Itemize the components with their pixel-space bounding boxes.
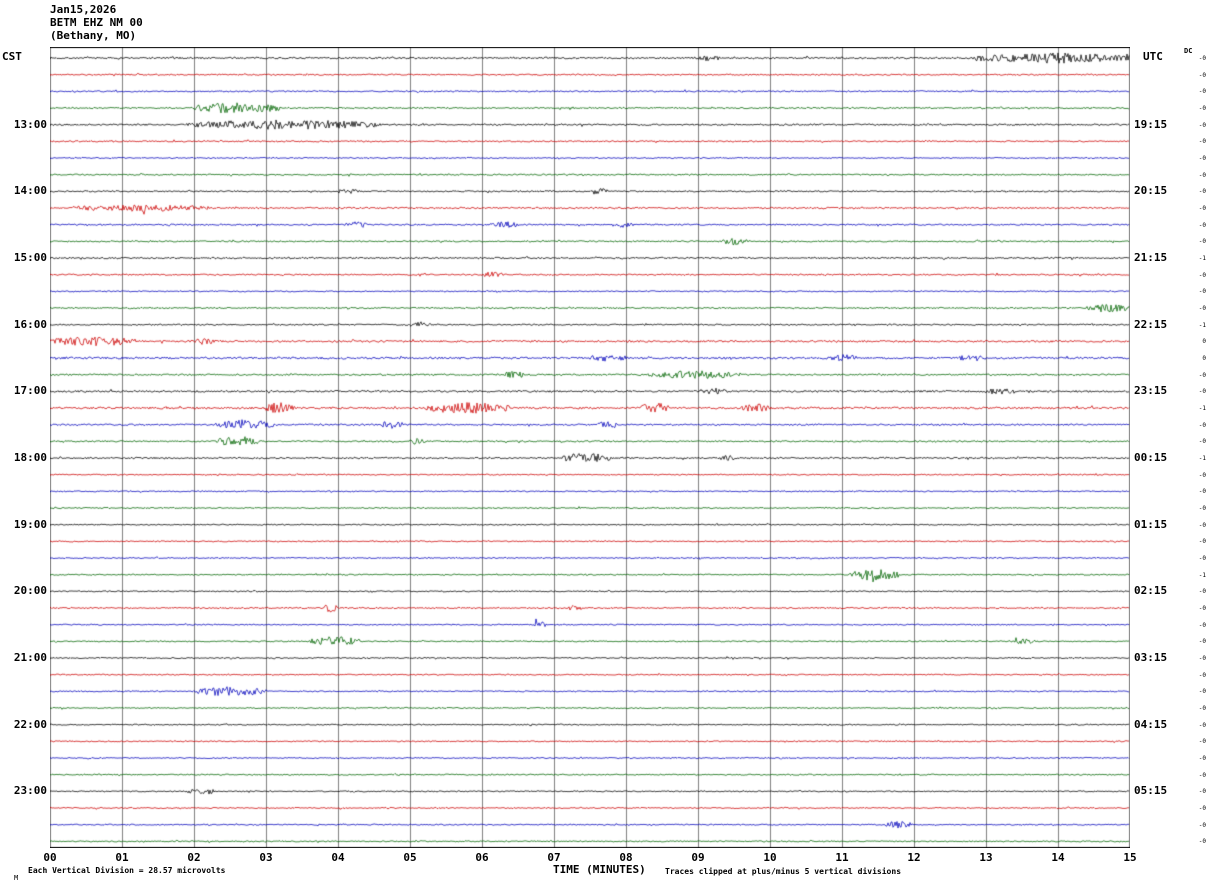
left-hour-label: 17:00 xyxy=(13,384,47,398)
right-hour-label: 21:15 xyxy=(1134,251,1168,264)
x-tick-label: 10 xyxy=(763,851,777,864)
dc-offset-value: 0 xyxy=(1202,338,1206,346)
x-tick-label: 11 xyxy=(835,851,849,864)
left-hour-label: 22:00 xyxy=(13,717,47,731)
x-tick-label: 04 xyxy=(331,851,345,864)
x-tick-label: 02 xyxy=(187,851,201,864)
dc-offset-value: -1 xyxy=(1198,571,1206,579)
header-location: (Bethany, MO) xyxy=(50,29,137,42)
dc-offset-value: -0 xyxy=(1198,505,1206,512)
dc-offset-value: -0 xyxy=(1198,521,1206,529)
helicorder-canvas xyxy=(50,47,1130,848)
dc-offset-value: -0 xyxy=(1198,371,1206,379)
dc-offset-value: -1 xyxy=(1198,321,1206,329)
x-tick-label: 13 xyxy=(979,851,993,864)
right-hour-label: 04:15 xyxy=(1134,717,1168,731)
dc-offset-value: -0 xyxy=(1198,621,1206,629)
right-hour-label: 19:15 xyxy=(1134,117,1168,131)
dc-offset-column-label: DC xyxy=(1184,47,1193,55)
left-timezone-label: CST xyxy=(2,50,22,63)
dc-offset-value: -0 xyxy=(1198,738,1206,746)
dc-offset-value: -0 xyxy=(1198,205,1206,212)
clipping-note: Traces clipped at plus/minus 5 vertical … xyxy=(665,867,902,876)
dc-offset-value: -0 xyxy=(1198,638,1206,646)
dc-offset-value: -0 xyxy=(1198,288,1206,296)
dc-offset-value: -0 xyxy=(1198,821,1206,829)
dc-offset-value: -0 xyxy=(1198,155,1206,162)
x-axis-title: TIME (MINUTES) xyxy=(553,863,646,876)
right-hour-label: 03:15 xyxy=(1134,651,1168,664)
x-tick-label: 12 xyxy=(907,851,921,864)
dc-offset-value: -0 xyxy=(1198,605,1206,612)
dc-offset-value: -0 xyxy=(1198,55,1206,62)
dc-offset-value: -0 xyxy=(1198,655,1206,662)
x-tick-label: 05 xyxy=(403,851,417,864)
dc-offset-value: -0 xyxy=(1198,121,1206,129)
dc-offset-value: -0 xyxy=(1198,105,1206,112)
left-hour-label: 23:00 xyxy=(13,784,47,798)
dc-offset-value: 0 xyxy=(1202,355,1206,362)
dc-offset-value: -0 xyxy=(1198,171,1206,179)
dc-offset-value: -0 xyxy=(1198,838,1206,846)
dc-offset-value: -0 xyxy=(1198,805,1206,812)
x-tick-label: 03 xyxy=(259,851,273,864)
right-hour-label: 22:15 xyxy=(1134,317,1168,331)
dc-offset-value: -0 xyxy=(1198,555,1206,562)
header-date: Jan15,2026 xyxy=(50,3,117,16)
dc-offset-value: -0 xyxy=(1198,721,1206,729)
dc-offset-value: -1 xyxy=(1198,455,1206,462)
dc-offset-value: -0 xyxy=(1198,238,1206,246)
right-hour-label: 00:15 xyxy=(1134,451,1168,464)
x-tick-label: 09 xyxy=(691,851,705,864)
right-hour-label: 20:15 xyxy=(1134,184,1168,198)
dc-offset-value: -0 xyxy=(1198,671,1206,679)
right-hour-label: 02:15 xyxy=(1134,584,1168,598)
left-hour-label: 13:00 xyxy=(13,117,47,131)
dc-offset-value: -0 xyxy=(1198,488,1206,496)
left-hour-label: 20:00 xyxy=(13,584,47,598)
dc-offset-value: -0 xyxy=(1198,705,1206,712)
dc-offset-value: -0 xyxy=(1198,788,1206,796)
left-hour-label: 15:00 xyxy=(13,251,47,264)
dc-offset-value: -0 xyxy=(1198,388,1206,396)
dc-offset-value: -1 xyxy=(1198,255,1206,262)
corner-glyph: M xyxy=(14,874,19,882)
x-tick-label: 06 xyxy=(475,851,489,864)
x-tick-label: 00 xyxy=(43,851,57,864)
dc-offset-value: -0 xyxy=(1198,471,1206,479)
left-hour-label: 14:00 xyxy=(13,184,47,198)
dc-offset-value: -0 xyxy=(1198,71,1206,79)
x-tick-label: 07 xyxy=(547,851,561,864)
x-tick-label: 15 xyxy=(1123,851,1137,864)
dc-offset-value: -0 xyxy=(1198,421,1206,429)
right-timezone-label: UTC xyxy=(1143,50,1163,63)
dc-offset-value: -0 xyxy=(1198,221,1206,229)
x-tick-label: 01 xyxy=(115,851,129,864)
left-hour-label: 21:00 xyxy=(13,651,47,664)
dc-offset-value: -0 xyxy=(1198,688,1206,696)
dc-offset-value: -0 xyxy=(1198,271,1206,279)
header-station: BETM EHZ NM 00 xyxy=(50,16,143,29)
left-hour-label: 18:00 xyxy=(13,451,47,464)
x-tick-label: 14 xyxy=(1051,851,1065,864)
dc-offset-value: -0 xyxy=(1198,538,1206,546)
right-hour-label: 23:15 xyxy=(1134,384,1168,398)
dc-offset-value: -0 xyxy=(1198,771,1206,779)
dc-offset-value: -0 xyxy=(1198,188,1206,196)
right-hour-label: 01:15 xyxy=(1134,517,1168,531)
vertical-division-note: Each Vertical Division = 28.57 microvolt… xyxy=(28,866,226,875)
dc-offset-value: -0 xyxy=(1198,588,1206,596)
left-hour-label: 19:00 xyxy=(13,517,47,531)
x-tick-label: 08 xyxy=(619,851,633,864)
dc-offset-value: -1 xyxy=(1198,405,1206,412)
dc-offset-value: -0 xyxy=(1198,755,1206,762)
dc-offset-value: -0 xyxy=(1198,138,1206,146)
right-hour-label: 05:15 xyxy=(1134,784,1168,798)
left-hour-label: 16:00 xyxy=(13,317,47,331)
dc-offset-value: -0 xyxy=(1198,305,1206,312)
dc-offset-value: -0 xyxy=(1198,88,1206,96)
dc-offset-value: -0 xyxy=(1198,438,1206,446)
